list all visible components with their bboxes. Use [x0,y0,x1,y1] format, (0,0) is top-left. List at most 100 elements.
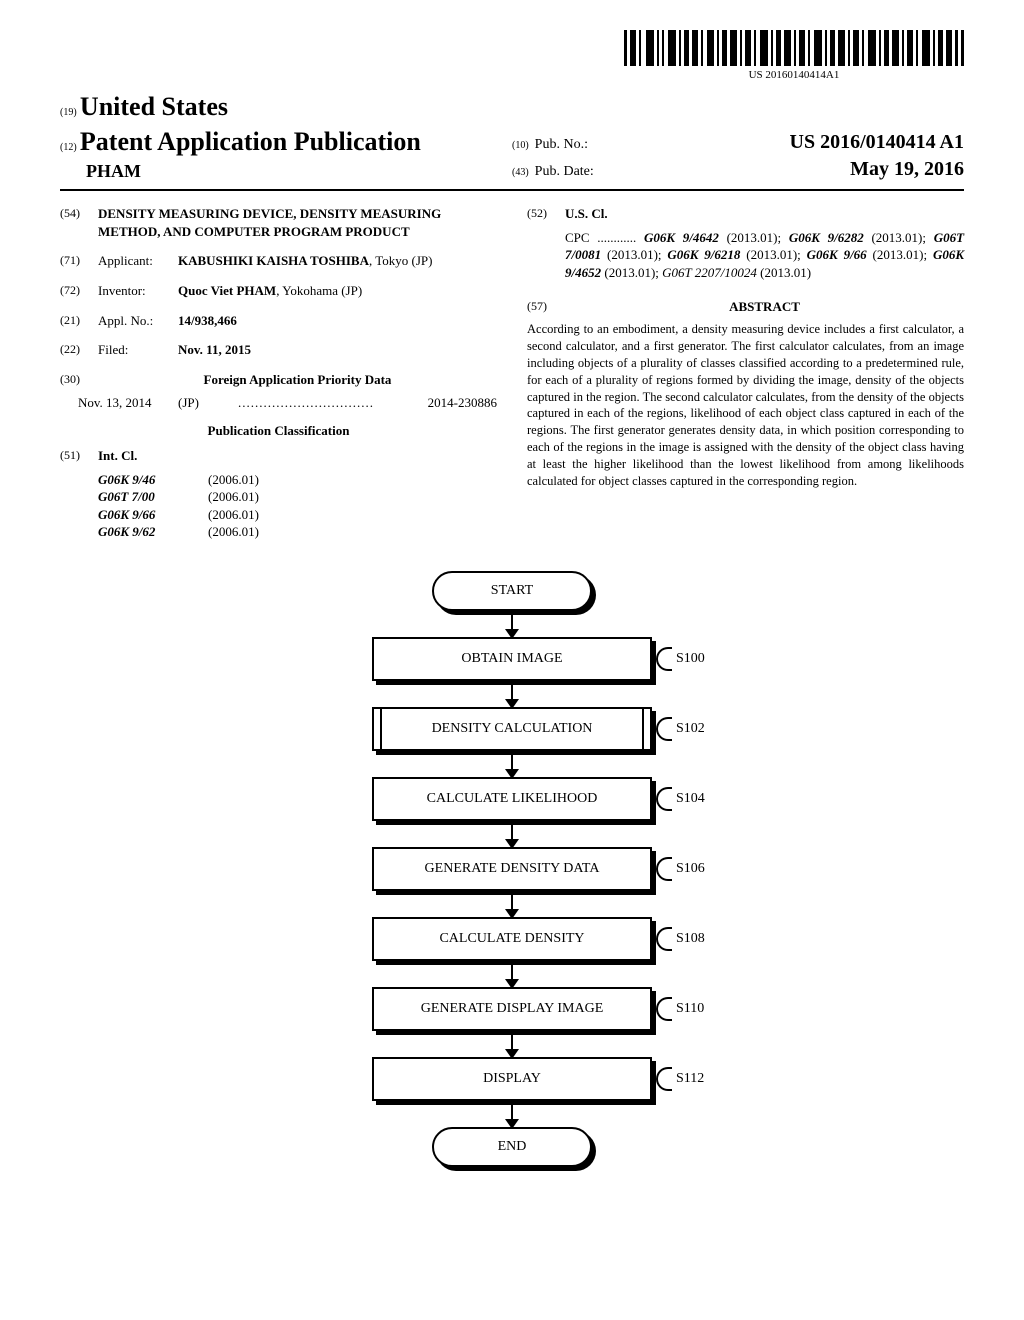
intcl-class-code: G06K 9/62 [98,523,208,541]
step-tag: S108 [656,927,705,951]
flow-arrow [511,1031,513,1057]
terminal-box: START [432,571,592,611]
flow-arrow [511,751,513,777]
priority-date: Nov. 13, 2014 [78,394,178,412]
intcl-row: G06K 9/46(2006.01) [98,471,497,489]
barcode-svg [624,30,964,66]
pub-date-label: Pub. Date: [535,163,594,182]
tag-connector [656,997,672,1021]
abstract-code: (57) [527,298,565,318]
applno-label: Appl. No.: [98,312,178,330]
step-tag: S106 [656,857,705,881]
intcl-class-code: G06K 9/46 [98,471,208,489]
inventor-loc: , Yokohama (JP) [276,283,362,298]
applicant-loc: , Tokyo (JP) [369,253,433,268]
header-right: (10) Pub. No.: US 2016/0140414 A1 (43) P… [512,129,964,183]
cpc-block: CPC ............ G06K 9/4642 (2013.01); … [527,229,964,282]
foreign-priority-heading-row: (30) Foreign Application Priority Data [60,371,497,389]
intcl-year: (2006.01) [208,523,259,541]
step-tag: S100 [656,647,705,671]
header: (19) United States (12) Patent Applicati… [60,89,964,183]
pub-date-value: May 19, 2016 [850,156,964,183]
pub-no-value: US 2016/0140414 A1 [790,129,964,156]
country-line: (19) United States [60,89,512,124]
tag-connector [656,857,672,881]
uscl-label: U.S. Cl. [565,205,964,223]
flow-step: CALCULATE DENSITYS108 [252,917,772,961]
applicant-name: KABUSHIKI KAISHA TOSHIBA [178,253,369,268]
tag-connector [656,787,672,811]
filed-value: Nov. 11, 2015 [178,341,497,359]
applno-field: (21) Appl. No.: 14/938,466 [60,312,497,330]
foreign-priority-row: Nov. 13, 2014 (JP) .....................… [60,394,497,412]
intcl-row: G06K 9/62(2006.01) [98,523,497,541]
pub-type-code: (12) [60,142,77,153]
flow-arrow [511,961,513,987]
filed-code: (22) [60,341,98,359]
pub-date-line: (43) Pub. Date: May 19, 2016 [512,156,964,183]
cpc-text: CPC ............ G06K 9/4642 (2013.01); … [565,229,964,282]
filed-label: Filed: [98,341,178,359]
subroutine-box: DENSITY CALCULATIONS102 [372,707,652,751]
priority-number: 2014-230886 [428,394,497,412]
pub-no-code: (10) [512,139,529,153]
biblio: (54) DENSITY MEASURING DEVICE, DENSITY M… [60,205,964,541]
inventor-value: Quoc Viet PHAM, Yokohama (JP) [178,282,497,300]
flow-terminal: END [252,1127,772,1167]
process-box: GENERATE DISPLAY IMAGES110 [372,987,652,1031]
inventor-label: Inventor: [98,282,178,300]
process-box: DISPLAYS112 [372,1057,652,1101]
flow-arrow [511,611,513,637]
intcl-list: G06K 9/46(2006.01)G06T 7/00(2006.01)G06K… [60,471,497,541]
intcl-year: (2006.01) [208,488,259,506]
barcode-area: US 20160140414A1 [60,30,964,83]
pub-type: Patent Application Publication [80,127,421,156]
flow-arrow [511,821,513,847]
step-tag: S102 [656,717,705,741]
flowchart: START OBTAIN IMAGES100 DENSITY CALCULATION… [252,571,772,1167]
flow-step: DISPLAYS112 [252,1057,772,1101]
applno-value: 14/938,466 [178,312,497,330]
applno-code: (21) [60,312,98,330]
intcl-row: G06T 7/00(2006.01) [98,488,497,506]
uscl-code: (52) [527,205,565,223]
applicant-value: KABUSHIKI KAISHA TOSHIBA, Tokyo (JP) [178,252,497,270]
intcl-field: (51) Int. Cl. [60,447,497,465]
foreign-code: (30) [60,371,98,389]
flow-step: GENERATE DENSITY DATAS106 [252,847,772,891]
step-tag-label: S110 [676,1000,704,1019]
flow-arrow [511,891,513,917]
pub-date-code: (43) [512,166,529,180]
applno-text: 14/938,466 [178,313,237,328]
intcl-label-text: Int. Cl. [98,448,137,463]
step-tag-label: S112 [676,1070,704,1089]
pub-class-heading: Publication Classification [60,422,497,440]
step-tag-label: S102 [676,720,705,739]
barcode: US 20160140414A1 [624,30,964,83]
intcl-year: (2006.01) [208,506,259,524]
process-box: CALCULATE DENSITYS108 [372,917,652,961]
flow-step: OBTAIN IMAGES100 [252,637,772,681]
country-code: (19) [60,107,77,118]
applicant-label: Applicant: [98,252,178,270]
flow-step: DENSITY CALCULATIONS102 [252,707,772,751]
title-field: (54) DENSITY MEASURING DEVICE, DENSITY M… [60,205,497,240]
flow-terminal: START [252,571,772,611]
step-tag-label: S104 [676,790,705,809]
inventor-code: (72) [60,282,98,300]
pub-type-line: (12) Patent Application Publication [60,124,512,159]
flow-step: GENERATE DISPLAY IMAGES110 [252,987,772,1031]
left-column: (54) DENSITY MEASURING DEVICE, DENSITY M… [60,205,497,541]
tag-connector [656,647,672,671]
title-code: (54) [60,205,98,240]
abstract-heading: ABSTRACT [565,298,964,316]
pub-no-line: (10) Pub. No.: US 2016/0140414 A1 [512,129,964,156]
intcl-class-code: G06T 7/00 [98,488,208,506]
abstract-text: According to an embodiment, a density me… [527,321,964,490]
filed-field: (22) Filed: Nov. 11, 2015 [60,341,497,359]
inventor-field: (72) Inventor: Quoc Viet PHAM, Yokohama … [60,282,497,300]
filed-text: Nov. 11, 2015 [178,342,251,357]
intcl-row: G06K 9/66(2006.01) [98,506,497,524]
abstract-block: (57) ABSTRACT According to an embodiment… [527,298,964,490]
step-tag: S104 [656,787,705,811]
